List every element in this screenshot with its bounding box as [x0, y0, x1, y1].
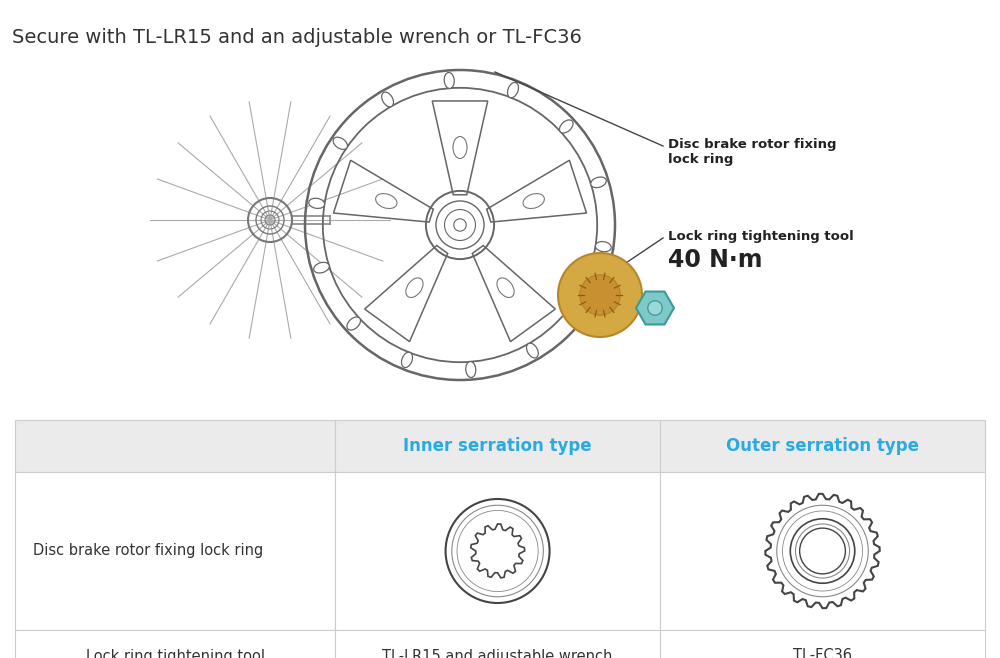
Ellipse shape: [402, 352, 412, 368]
Bar: [660, 630, 985, 658]
Text: Lock ring tightening tool: Lock ring tightening tool: [86, 649, 265, 658]
Ellipse shape: [508, 82, 518, 98]
Bar: [15, 472, 335, 630]
Ellipse shape: [314, 263, 329, 273]
Ellipse shape: [333, 138, 347, 149]
Bar: [335, 472, 660, 630]
Bar: [335, 420, 660, 472]
Circle shape: [800, 528, 845, 574]
Circle shape: [648, 301, 662, 315]
Ellipse shape: [497, 278, 514, 297]
Ellipse shape: [527, 343, 538, 358]
Ellipse shape: [406, 278, 423, 297]
Bar: [15, 420, 335, 472]
Text: Lock ring tightening tool: Lock ring tightening tool: [668, 230, 854, 243]
Polygon shape: [636, 291, 674, 324]
Ellipse shape: [523, 193, 544, 209]
Bar: [660, 472, 985, 630]
Text: Secure with TL-LR15 and an adjustable wrench or TL-FC36: Secure with TL-LR15 and an adjustable wr…: [12, 28, 582, 47]
Ellipse shape: [444, 72, 454, 88]
Ellipse shape: [573, 301, 587, 313]
Bar: [335, 630, 660, 658]
Ellipse shape: [309, 198, 325, 209]
Bar: [660, 420, 985, 472]
Ellipse shape: [376, 193, 397, 209]
Ellipse shape: [453, 136, 467, 159]
Bar: [15, 630, 335, 658]
Text: Inner serration type: Inner serration type: [403, 437, 592, 455]
Circle shape: [558, 253, 642, 337]
Ellipse shape: [595, 241, 611, 252]
Text: Outer serration type: Outer serration type: [726, 437, 919, 455]
Text: TL-FC36: TL-FC36: [793, 649, 852, 658]
Ellipse shape: [559, 120, 573, 133]
Text: TL-LR15 and adjustable wrench: TL-LR15 and adjustable wrench: [382, 649, 613, 658]
Text: 40 N·m: 40 N·m: [668, 248, 763, 272]
Ellipse shape: [347, 317, 361, 330]
Text: Disc brake rotor fixing
lock ring: Disc brake rotor fixing lock ring: [668, 138, 836, 166]
Circle shape: [454, 219, 466, 231]
Ellipse shape: [591, 177, 606, 188]
Ellipse shape: [382, 92, 393, 107]
Ellipse shape: [466, 361, 476, 378]
Circle shape: [580, 275, 620, 315]
Text: Disc brake rotor fixing lock ring: Disc brake rotor fixing lock ring: [33, 544, 263, 559]
